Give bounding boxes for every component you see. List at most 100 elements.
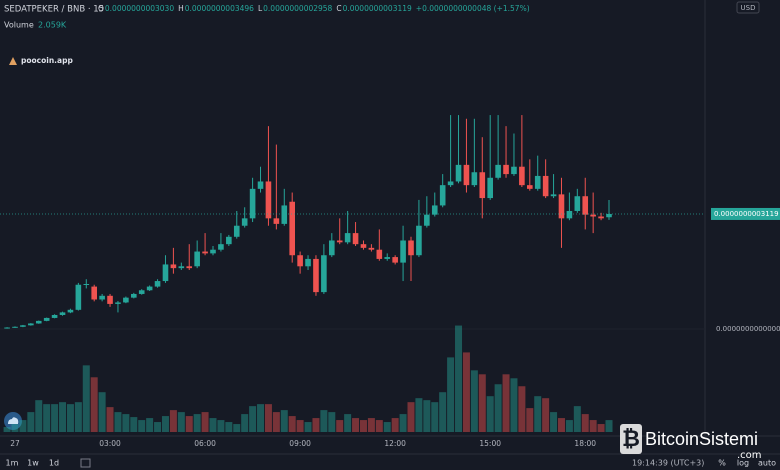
- volume-bar: [391, 418, 399, 432]
- candle-body: [170, 264, 177, 269]
- candle-body: [75, 284, 82, 310]
- ohlc-legend: O 0.0000000003030 H 0.0000000003496 L 0.00000…: [98, 4, 530, 13]
- y-tick-label: 0.0000000000000: [716, 325, 780, 333]
- ohlc-key: C: [336, 4, 341, 13]
- candle-body: [321, 255, 327, 293]
- x-tick-label: 15:00: [479, 439, 501, 448]
- candle-body: [352, 233, 359, 245]
- candle-body: [226, 236, 232, 245]
- volume-bar: [573, 406, 581, 432]
- candle-body: [606, 213, 612, 218]
- scale-option[interactable]: %: [718, 459, 726, 468]
- ohlc-value: 0.0000000002958: [263, 4, 332, 13]
- candle-body: [194, 251, 200, 267]
- volume-bar: [375, 420, 383, 432]
- range-button[interactable]: 1d: [49, 459, 59, 468]
- source: poocoin.app: [21, 56, 73, 65]
- candle-body: [43, 317, 50, 321]
- x-tick-label: 03:00: [99, 439, 121, 448]
- volume-bar: [407, 402, 415, 432]
- volume-bar: [304, 422, 312, 432]
- x-tick-label: 27: [10, 439, 20, 448]
- volume-bar: [19, 420, 27, 432]
- volume-bar: [447, 357, 455, 432]
- candle-body: [329, 240, 335, 256]
- candle-body: [542, 175, 549, 197]
- volume-bar: [90, 377, 98, 432]
- candle-body: [123, 297, 129, 303]
- volume-bar: [605, 420, 613, 432]
- volume-bar: [589, 420, 597, 432]
- symbol: SEDATPEKER / BNB · 15: [4, 5, 104, 15]
- volume-bar: [146, 418, 154, 432]
- volume-bar: [225, 422, 233, 432]
- volume-bar: [352, 418, 360, 432]
- volume-bar: [280, 410, 288, 432]
- candle-body: [550, 194, 557, 197]
- volume-bar: [526, 408, 534, 432]
- volume-bar: [11, 424, 19, 432]
- ohlc-key: H: [178, 4, 184, 13]
- candle-body: [265, 181, 272, 219]
- volume-bar: [455, 325, 463, 432]
- candle-body: [35, 320, 42, 324]
- volume-bar: [415, 398, 423, 432]
- x-tick-label: 18:00: [574, 439, 596, 448]
- volume-bar: [272, 412, 280, 432]
- candle-body: [115, 302, 121, 304]
- candle-body: [439, 185, 446, 206]
- candle-body: [534, 175, 541, 189]
- candle-body: [455, 164, 462, 182]
- volume-bar: [486, 396, 494, 432]
- range-button[interactable]: 1w: [27, 459, 39, 468]
- volume-bar: [122, 414, 130, 432]
- candle-body: [392, 257, 398, 263]
- volume-bar: [74, 402, 82, 432]
- candle-body: [336, 240, 343, 243]
- candle-body: [487, 177, 493, 199]
- volume-bar: [35, 400, 43, 432]
- volume-bar: [431, 402, 439, 432]
- candle-body: [202, 251, 208, 254]
- volume-bar: [169, 410, 177, 432]
- volume-value: 2.059K: [38, 21, 67, 30]
- candle-body: [527, 185, 533, 189]
- volume-bar: [359, 420, 367, 432]
- source-icon: [9, 57, 17, 65]
- range-button[interactable]: 1m: [6, 459, 19, 468]
- candle-body: [233, 225, 240, 237]
- scale-option[interactable]: log: [737, 459, 749, 468]
- currency-box[interactable]: [736, 1, 760, 14]
- volume-bar: [565, 420, 573, 432]
- volume-bar: [130, 417, 138, 432]
- currency[interactable]: USD: [741, 4, 756, 12]
- volume-bar: [201, 412, 209, 432]
- volume-bar: [502, 374, 510, 432]
- watermark-brand: BitcoinSistemi: [645, 429, 758, 449]
- volume-bar: [177, 412, 185, 432]
- candle-body: [447, 181, 454, 186]
- candle-body: [51, 314, 58, 318]
- candle-body: [297, 255, 303, 267]
- candle-body: [218, 244, 224, 250]
- change: +0.0000000000048 (+1.57%): [416, 4, 530, 13]
- candle-body: [131, 293, 137, 298]
- candle-body: [479, 172, 486, 199]
- scale-option[interactable]: auto: [758, 459, 776, 468]
- volume-bar: [336, 420, 344, 432]
- candle-body: [313, 258, 319, 293]
- candle-body: [12, 326, 18, 328]
- last-price-label: 0.0000000003119: [714, 210, 779, 218]
- volume-bar: [51, 404, 59, 432]
- volume-bar: [462, 352, 470, 432]
- candle-body: [558, 194, 565, 219]
- calendar-icon[interactable]: [80, 458, 91, 468]
- candle-body: [598, 216, 604, 219]
- volume-bar: [209, 418, 217, 432]
- volume-bar: [185, 416, 193, 432]
- candle-body: [360, 244, 367, 248]
- volume-bar: [399, 414, 407, 432]
- volume-bar: [43, 404, 51, 432]
- volume-bar: [27, 412, 35, 432]
